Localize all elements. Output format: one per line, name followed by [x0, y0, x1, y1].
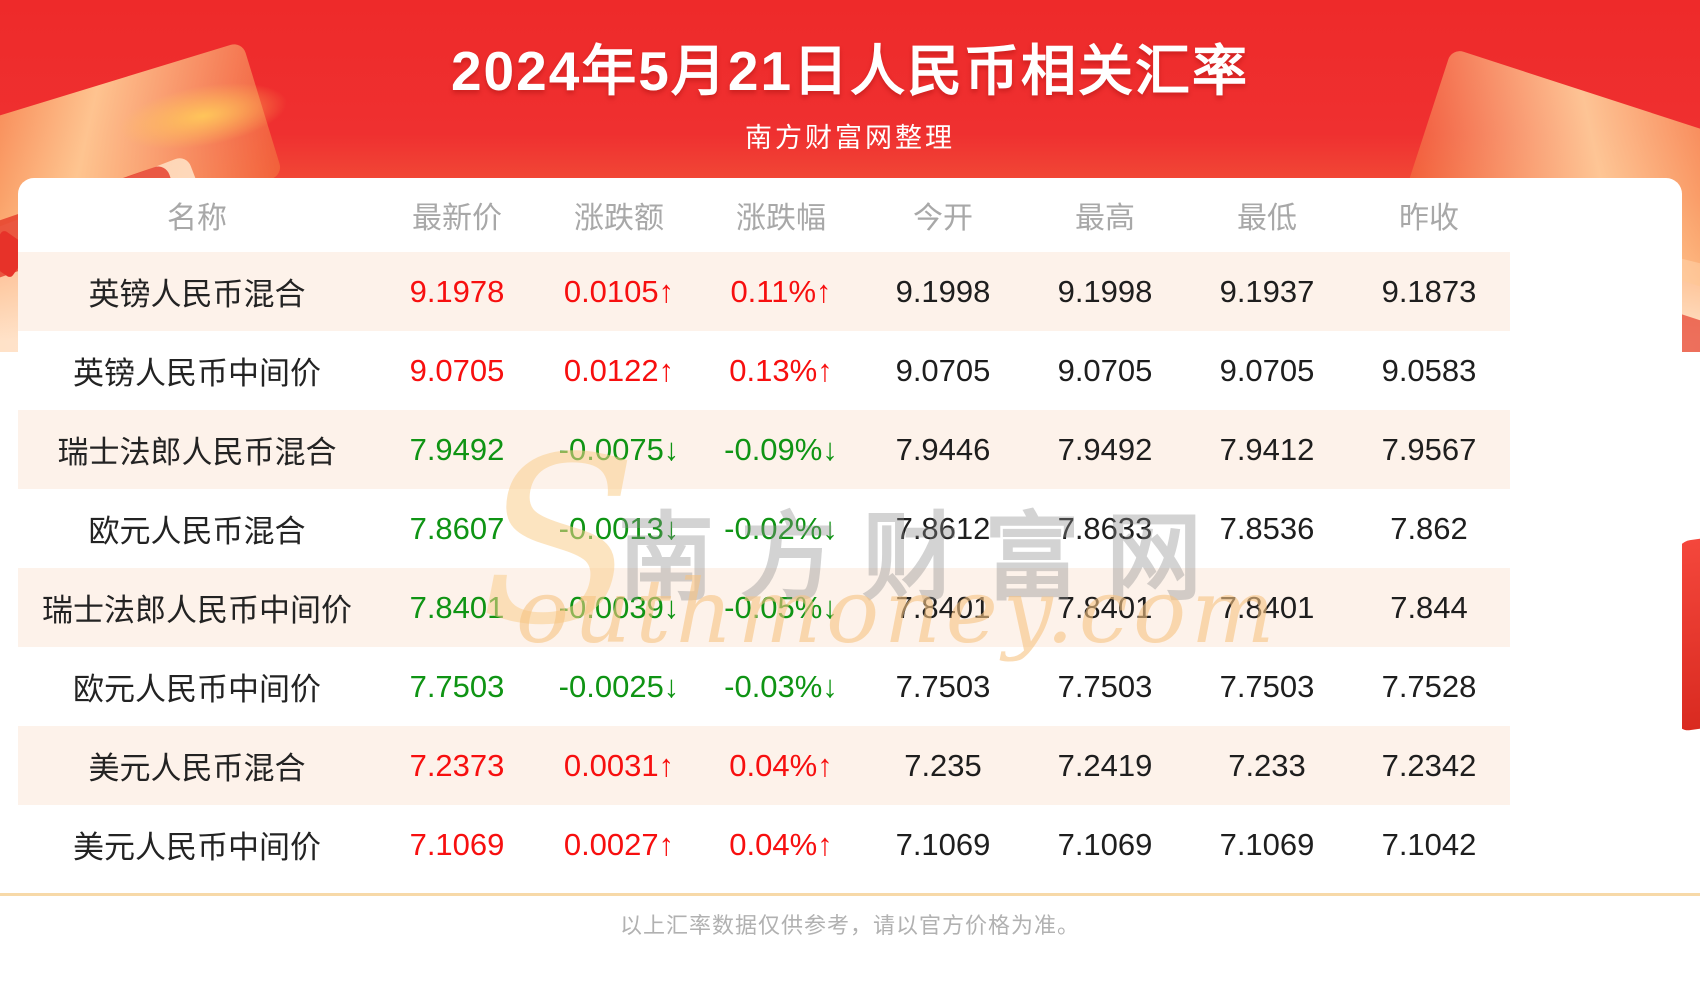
- col-header-low: 最低: [1237, 202, 1297, 235]
- col-header-change-pct: 涨跌幅: [736, 202, 826, 235]
- cell-prev-close: 7.9567: [1381, 431, 1477, 467]
- table-row: 瑞士法郎人民币混合 7.9492 -0.0075↓ -0.09%↓ 7.9446…: [18, 410, 1510, 489]
- cell-change: 0.0031↑: [563, 747, 675, 783]
- cell-change-pct: 0.11%↑: [730, 273, 832, 309]
- cell-name: 英镑人民币中间价: [73, 356, 321, 391]
- cell-change: -0.0039↓: [558, 589, 680, 625]
- table-row: 欧元人民币中间价 7.7503 -0.0025↓ -0.03%↓ 7.7503 …: [18, 647, 1510, 726]
- cell-prev-close: 7.862: [1390, 510, 1468, 546]
- cell-open: 9.0705: [895, 352, 991, 388]
- cell-latest: 7.1069: [409, 826, 505, 862]
- cell-high: 7.1069: [1057, 826, 1153, 862]
- table-row: 瑞士法郎人民币中间价 7.8401 -0.0039↓ -0.05%↓ 7.840…: [18, 568, 1510, 647]
- cell-high: 7.9492: [1057, 431, 1153, 467]
- cell-change-pct: -0.09%↓: [724, 431, 838, 467]
- cell-low: 7.7503: [1219, 668, 1315, 704]
- cell-open: 9.1998: [895, 273, 991, 309]
- cell-high: 9.0705: [1057, 352, 1153, 388]
- cell-latest: 7.7503: [409, 668, 505, 704]
- cell-high: 7.8633: [1057, 510, 1153, 546]
- cell-name: 英镑人民币混合: [88, 277, 306, 312]
- cell-open: 7.8401: [895, 589, 991, 625]
- footer-disclaimer: 以上汇率数据仅供参考，请以官方价格为准。: [619, 913, 1080, 938]
- footer-divider: [0, 893, 1700, 896]
- cell-change-pct: 0.13%↑: [729, 352, 833, 388]
- cell-high: 7.8401: [1057, 589, 1153, 625]
- cell-name: 瑞士法郎人民币中间价: [42, 593, 352, 628]
- page-subtitle: 南方财富网整理: [745, 123, 955, 153]
- cell-change: -0.0013↓: [558, 510, 680, 546]
- table-row: 欧元人民币混合 7.8607 -0.0013↓ -0.02%↓ 7.8612 7…: [18, 489, 1510, 568]
- table-row: 美元人民币混合 7.2373 0.0031↑ 0.04%↑ 7.235 7.24…: [18, 726, 1510, 805]
- cell-low: 7.9412: [1219, 431, 1315, 467]
- cell-prev-close: 7.1042: [1381, 826, 1477, 862]
- cell-latest: 9.0705: [409, 352, 505, 388]
- cell-name: 美元人民币中间价: [73, 830, 321, 865]
- cell-open: 7.7503: [895, 668, 991, 704]
- cell-change: 0.0122↑: [563, 352, 675, 388]
- col-header-open: 今开: [913, 202, 973, 235]
- cell-name: 美元人民币混合: [88, 751, 306, 786]
- cell-latest: 9.1978: [409, 273, 505, 309]
- col-header-latest: 最新价: [412, 202, 502, 235]
- rates-table-card: 名称 最新价 涨跌额 涨跌幅 今开 最高 最低 昨收 英镑人民币混合 9.197…: [18, 178, 1682, 884]
- cell-prev-close: 7.2342: [1381, 747, 1477, 783]
- table-row: 英镑人民币中间价 9.0705 0.0122↑ 0.13%↑ 9.0705 9.…: [18, 331, 1510, 410]
- cell-high: 9.1998: [1057, 273, 1153, 309]
- cell-prev-close: 7.844: [1390, 589, 1468, 625]
- cell-low: 9.1937: [1219, 273, 1315, 309]
- cell-latest: 7.8607: [409, 510, 505, 546]
- cell-change: 0.0027↑: [563, 826, 675, 862]
- cell-latest: 7.2373: [409, 747, 505, 783]
- rates-table: 名称 最新价 涨跌额 涨跌幅 今开 最高 最低 昨收 英镑人民币混合 9.197…: [18, 178, 1510, 884]
- col-header-prev-close: 昨收: [1399, 202, 1459, 235]
- cell-prev-close: 9.1873: [1381, 273, 1477, 309]
- cell-name: 瑞士法郎人民币混合: [57, 435, 337, 470]
- table-row: 美元人民币中间价 7.1069 0.0027↑ 0.04%↑ 7.1069 7.…: [18, 805, 1510, 884]
- cell-name: 欧元人民币中间价: [73, 672, 321, 707]
- cell-change: 0.0105↑: [563, 273, 675, 309]
- cell-low: 7.8536: [1219, 510, 1315, 546]
- cell-change-pct: -0.03%↓: [724, 668, 838, 704]
- col-header-change: 涨跌额: [574, 202, 664, 235]
- col-header-high: 最高: [1075, 202, 1135, 235]
- cell-name: 欧元人民币混合: [88, 514, 306, 549]
- cell-open: 7.9446: [895, 431, 991, 467]
- cell-open: 7.235: [904, 747, 982, 783]
- cell-high: 7.2419: [1057, 747, 1153, 783]
- cell-change: -0.0075↓: [558, 431, 680, 467]
- cell-low: 7.233: [1228, 747, 1306, 783]
- cell-prev-close: 9.0583: [1381, 352, 1477, 388]
- cell-high: 7.7503: [1057, 668, 1153, 704]
- cell-change-pct: 0.04%↑: [729, 747, 833, 783]
- cell-latest: 7.8401: [409, 589, 505, 625]
- cell-low: 7.1069: [1219, 826, 1315, 862]
- cell-change-pct: 0.04%↑: [729, 826, 833, 862]
- table-row: 英镑人民币混合 9.1978 0.0105↑ 0.11%↑ 9.1998 9.1…: [18, 252, 1510, 331]
- cell-change-pct: -0.02%↓: [724, 510, 838, 546]
- table-header-row: 名称 最新价 涨跌额 涨跌幅 今开 最高 最低 昨收: [18, 178, 1510, 252]
- cell-prev-close: 7.7528: [1381, 668, 1477, 704]
- col-header-name: 名称: [167, 202, 227, 235]
- cell-low: 7.8401: [1219, 589, 1315, 625]
- cell-open: 7.1069: [895, 826, 991, 862]
- page-title: 2024年5月21日人民币相关汇率: [450, 40, 1250, 102]
- cell-open: 7.8612: [895, 510, 991, 546]
- cell-low: 9.0705: [1219, 352, 1315, 388]
- cell-change: -0.0025↓: [558, 668, 680, 704]
- cell-change-pct: -0.05%↓: [724, 589, 838, 625]
- cell-latest: 7.9492: [409, 431, 505, 467]
